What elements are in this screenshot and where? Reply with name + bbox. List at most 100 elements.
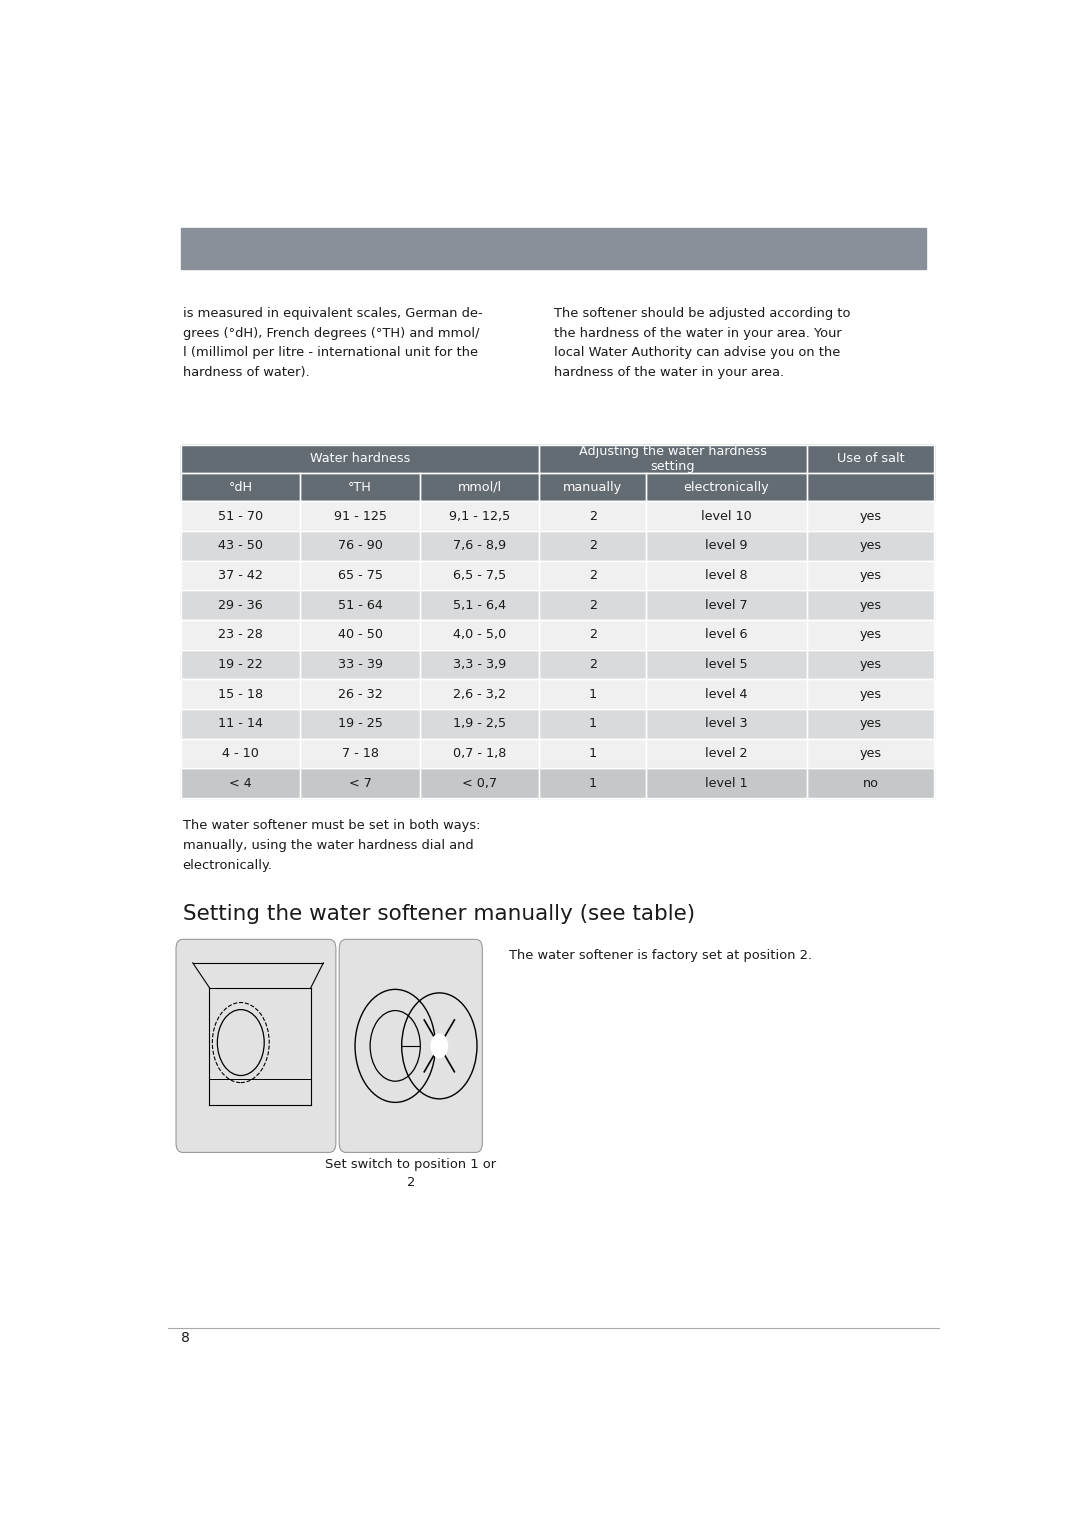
Text: The water softener is factory set at position 2.: The water softener is factory set at pos… [509,948,812,962]
Bar [181,502,300,531]
Text: 9,1 - 12,5: 9,1 - 12,5 [449,509,510,523]
Bar [181,590,300,621]
FancyBboxPatch shape [176,939,336,1153]
Text: 1: 1 [589,748,597,760]
Text: 33 - 39: 33 - 39 [338,657,382,671]
Text: manually: manually [563,480,622,494]
Text: yes: yes [860,569,881,583]
Bar [539,739,646,769]
Text: electronically: electronically [684,480,769,494]
Text: 7 - 18: 7 - 18 [341,748,379,760]
Text: 29 - 36: 29 - 36 [218,599,264,612]
Text: < 7: < 7 [349,777,372,789]
Bar [646,739,807,769]
Bar [181,445,539,472]
Text: 2: 2 [589,628,596,641]
Bar [539,472,646,502]
Bar [539,590,646,621]
Bar [646,679,807,709]
Bar [646,472,807,502]
Bar [807,650,934,679]
Bar [181,709,300,739]
Text: < 4: < 4 [229,777,252,789]
Bar [807,709,934,739]
Text: Setting the water softener manually (see table): Setting the water softener manually (see… [183,904,694,924]
Text: level 8: level 8 [705,569,747,583]
Text: yes: yes [860,628,881,641]
Bar [420,650,539,679]
Bar [420,531,539,561]
Text: 6,5 - 7,5: 6,5 - 7,5 [453,569,507,583]
Text: level 7: level 7 [705,599,747,612]
Text: 19 - 22: 19 - 22 [218,657,264,671]
Bar [646,709,807,739]
Bar [300,679,420,709]
Text: The water softener must be set in both ways:
manually, using the water hardness : The water softener must be set in both w… [183,820,481,872]
Bar [646,502,807,531]
Bar [807,739,934,769]
Bar [539,769,646,798]
Text: 91 - 125: 91 - 125 [334,509,387,523]
Text: 2: 2 [589,599,596,612]
Bar [539,709,646,739]
Bar [420,679,539,709]
Bar [300,769,420,798]
Bar [300,621,420,650]
Text: is measured in equivalent scales, German de-
grees (°dH), French degrees (°TH) a: is measured in equivalent scales, German… [183,307,483,379]
Text: yes: yes [860,657,881,671]
Bar [300,590,420,621]
Text: 1: 1 [589,717,597,731]
Text: yes: yes [860,599,881,612]
Text: level 2: level 2 [705,748,747,760]
Bar [181,531,300,561]
Bar [300,502,420,531]
Text: °TH: °TH [348,480,372,494]
Bar [807,621,934,650]
Text: 2: 2 [589,540,596,552]
Bar [646,621,807,650]
Text: 76 - 90: 76 - 90 [338,540,382,552]
Bar [300,709,420,739]
Bar [420,590,539,621]
Text: °dH: °dH [229,480,253,494]
Bar [807,561,934,590]
Bar [181,621,300,650]
Text: yes: yes [860,509,881,523]
Text: Set switch to position 1 or
2: Set switch to position 1 or 2 [325,1159,497,1190]
Text: 37 - 42: 37 - 42 [218,569,264,583]
Bar [181,472,300,502]
Text: yes: yes [860,717,881,731]
Bar [539,445,807,472]
Text: 5,1 - 6,4: 5,1 - 6,4 [453,599,507,612]
Bar [539,650,646,679]
Text: yes: yes [860,748,881,760]
Bar [807,445,934,472]
Bar [181,739,300,769]
Bar [807,472,934,502]
Text: 7,6 - 8,9: 7,6 - 8,9 [453,540,507,552]
Text: The softener should be adjusted according to
the hardness of the water in your a: The softener should be adjusted accordin… [554,307,850,379]
Text: 1: 1 [589,688,597,700]
Text: no: no [863,777,878,789]
Text: mmol/l: mmol/l [458,480,501,494]
Bar [646,531,807,561]
Text: level 5: level 5 [705,657,747,671]
FancyBboxPatch shape [339,939,483,1153]
Bar [420,621,539,650]
Bar [300,650,420,679]
Text: Use of salt: Use of salt [837,453,904,465]
Text: Adjusting the water hardness
setting: Adjusting the water hardness setting [579,445,767,472]
Bar [300,739,420,769]
Text: 65 - 75: 65 - 75 [338,569,382,583]
Text: 2: 2 [589,569,596,583]
Bar [646,561,807,590]
Text: yes: yes [860,540,881,552]
Text: level 10: level 10 [701,509,752,523]
Bar [646,769,807,798]
Bar [300,472,420,502]
Bar [807,769,934,798]
Text: 0,7 - 1,8: 0,7 - 1,8 [453,748,507,760]
Bar [646,650,807,679]
Text: level 6: level 6 [705,628,747,641]
Bar [181,650,300,679]
